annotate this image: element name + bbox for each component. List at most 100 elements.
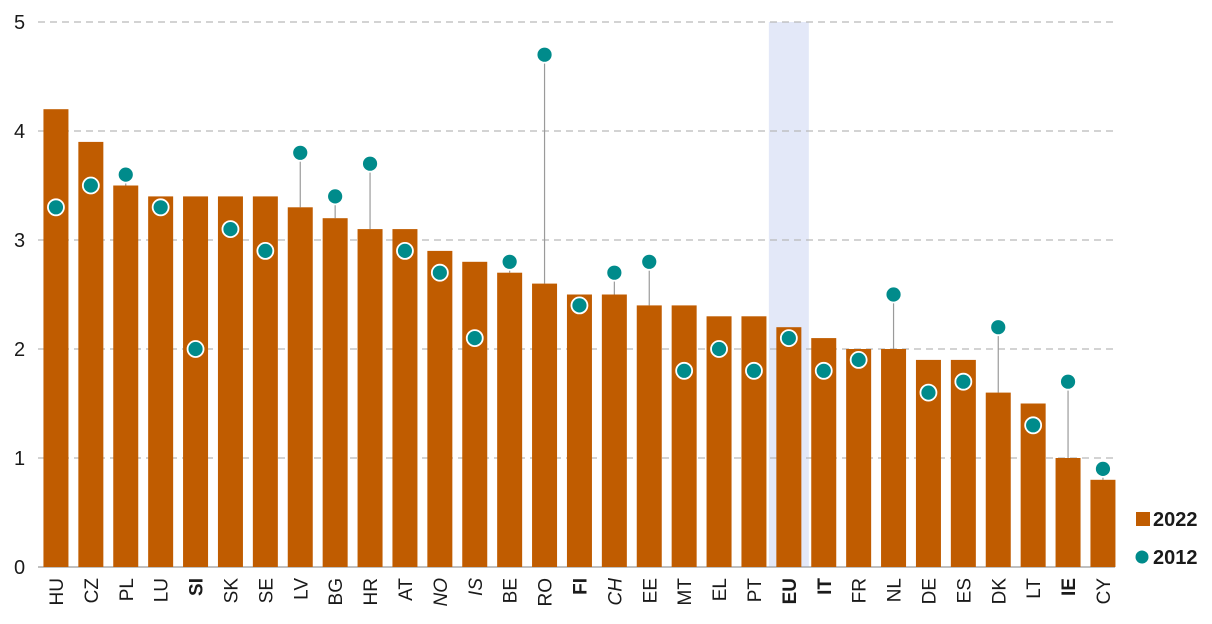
x-tick-label-LT: LT — [1024, 578, 1045, 599]
bar-PT — [741, 316, 767, 567]
x-tick-label-DK: DK — [989, 578, 1010, 605]
legend: 2022 2012 — [1135, 509, 1198, 569]
x-tick-label-CY: CY — [1094, 578, 1115, 605]
y-tick-label: 1 — [14, 448, 25, 470]
x-tick-label-HR: HR — [361, 578, 382, 605]
y-tick-label: 3 — [14, 230, 25, 252]
bar-HR — [357, 229, 383, 567]
bar-BE — [497, 272, 523, 567]
bar-RO — [532, 283, 558, 567]
dot-DK — [989, 318, 1008, 337]
x-tick-label-EE: EE — [640, 578, 661, 603]
bar-DK — [985, 392, 1011, 567]
dot-CY — [1094, 459, 1112, 478]
x-tick-label-FI: FI — [570, 578, 591, 595]
bar-BG — [322, 218, 348, 567]
bar-NL — [881, 349, 907, 567]
dot-HR — [361, 154, 379, 173]
bar-ES — [950, 359, 976, 567]
x-tick-label-SE: SE — [256, 578, 277, 603]
x-tick-label-MT: MT — [675, 578, 696, 606]
y-axis: 0 1 2 3 4 5 — [14, 12, 25, 579]
x-tick-label-BG: BG — [326, 578, 347, 605]
dot-BG — [326, 187, 345, 206]
dot-PL — [116, 165, 135, 184]
dot-NO — [430, 263, 449, 282]
bar-EL — [706, 316, 732, 567]
dot-LV — [291, 143, 310, 162]
x-tick-label-NO: NO — [431, 578, 452, 607]
bar-EU — [776, 327, 802, 567]
bar-IE — [1055, 458, 1081, 567]
bar-CH — [601, 294, 627, 567]
x-tick-label-DE: DE — [919, 578, 940, 604]
bar-CZ — [78, 141, 104, 567]
dot-HU — [47, 198, 65, 217]
bar-CY — [1090, 479, 1116, 567]
x-tick-label-SI: SI — [187, 578, 208, 596]
legend-marker-2012 — [1135, 550, 1149, 564]
x-tick-label-BE: BE — [501, 578, 522, 603]
legend-label-2012: 2012 — [1153, 547, 1198, 569]
dot-ES — [954, 372, 973, 391]
bar-NO — [427, 250, 453, 567]
x-tick-label-IS: IS — [466, 578, 487, 596]
dot-RO — [535, 45, 554, 64]
dot-LT — [1024, 416, 1043, 435]
dot-IS — [465, 329, 484, 348]
dot-AT — [396, 241, 414, 260]
y-tick-label: 5 — [14, 12, 25, 34]
dot-PT — [745, 361, 763, 380]
x-tick-label-PT: PT — [745, 578, 766, 603]
dot-layer — [47, 45, 1112, 478]
dot-EL — [710, 340, 728, 358]
dot-FI — [570, 296, 589, 315]
dot-BE — [500, 252, 519, 271]
dot-FR — [849, 350, 868, 369]
x-tick-label-PL: PL — [117, 578, 138, 601]
bar-FI — [566, 294, 592, 567]
x-tick-label-CZ: CZ — [82, 578, 103, 604]
dot-SE — [256, 241, 275, 260]
dot-EE — [640, 252, 659, 271]
legend-swatch-2022 — [1136, 512, 1150, 526]
x-tick-label-SK: SK — [221, 578, 242, 604]
dot-CZ — [81, 176, 100, 195]
bar-EE — [636, 305, 662, 567]
dot-EU — [779, 329, 798, 348]
bar-LU — [148, 196, 174, 567]
bar-FR — [846, 349, 872, 567]
dot-SI — [186, 340, 205, 358]
x-tick-label-EU: EU — [780, 578, 801, 604]
dot-SK — [221, 220, 240, 239]
x-tick-label-CH: CH — [605, 578, 626, 606]
x-tick-label-NL: NL — [885, 578, 906, 602]
dot-CH — [605, 263, 624, 282]
x-tick-label-IT: IT — [815, 578, 836, 595]
bar-MT — [671, 305, 697, 567]
x-tick-label-LV: LV — [291, 578, 312, 600]
bar-PL — [113, 185, 139, 567]
x-tick-label-LU: LU — [152, 578, 173, 602]
dot-DE — [919, 383, 938, 402]
y-tick-label: 2 — [14, 339, 25, 361]
x-tick-label-FR: FR — [850, 578, 871, 603]
x-tick-label-IE: IE — [1059, 578, 1080, 596]
y-tick-label: 4 — [14, 121, 25, 143]
y-tick-label: 0 — [14, 557, 25, 579]
dot-NL — [884, 285, 903, 304]
bar-HU — [43, 109, 69, 567]
bar-SK — [217, 196, 243, 567]
dot-MT — [675, 361, 694, 380]
bar-LV — [287, 207, 313, 568]
dot-LU — [151, 198, 170, 217]
bar-layer — [43, 109, 1116, 568]
x-axis: HU CZ PL LU SI SK SE LV BG HR AT NO IS BE RO FI CH EE MT EL… — [47, 578, 1115, 607]
x-tick-label-RO: RO — [536, 578, 557, 607]
dot-IE — [1059, 372, 1077, 391]
x-tick-label-EL: EL — [710, 578, 731, 601]
bar-IS — [462, 261, 488, 567]
dot-IT — [814, 361, 833, 380]
bar-SI — [183, 196, 209, 567]
